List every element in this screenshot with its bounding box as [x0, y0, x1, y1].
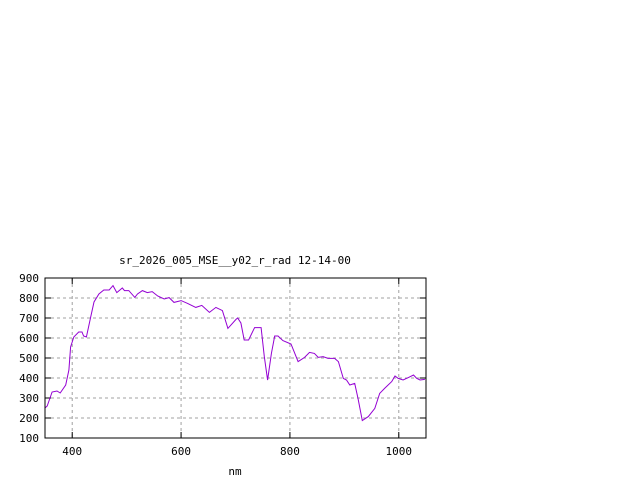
y-tick-label: 900 [19, 272, 39, 285]
y-tick-label: 400 [19, 372, 39, 385]
y-tick-label: 600 [19, 332, 39, 345]
y-tick-label: 500 [19, 352, 39, 365]
x-tick-label: 1000 [386, 445, 413, 458]
x-axis-label: nm [228, 465, 242, 478]
x-tick-label: 400 [62, 445, 82, 458]
y-tick-label: 700 [19, 312, 39, 325]
grid [45, 278, 426, 438]
y-tick-label: 200 [19, 412, 39, 425]
axis-ticks: 100 200 300 400 500 600 700 800 900 400 600 800 1000 [19, 272, 426, 458]
y-tick-label: 300 [19, 392, 39, 405]
plot-border [44, 277, 427, 439]
x-tick-label: 800 [280, 445, 300, 458]
chart-title: sr_2026_005_MSE__y02_r_rad 12-14-00 [119, 254, 351, 267]
y-tick-label: 800 [19, 292, 39, 305]
x-tick-label: 600 [171, 445, 191, 458]
y-tick-label: 100 [19, 432, 39, 445]
series-line [44, 284, 425, 422]
